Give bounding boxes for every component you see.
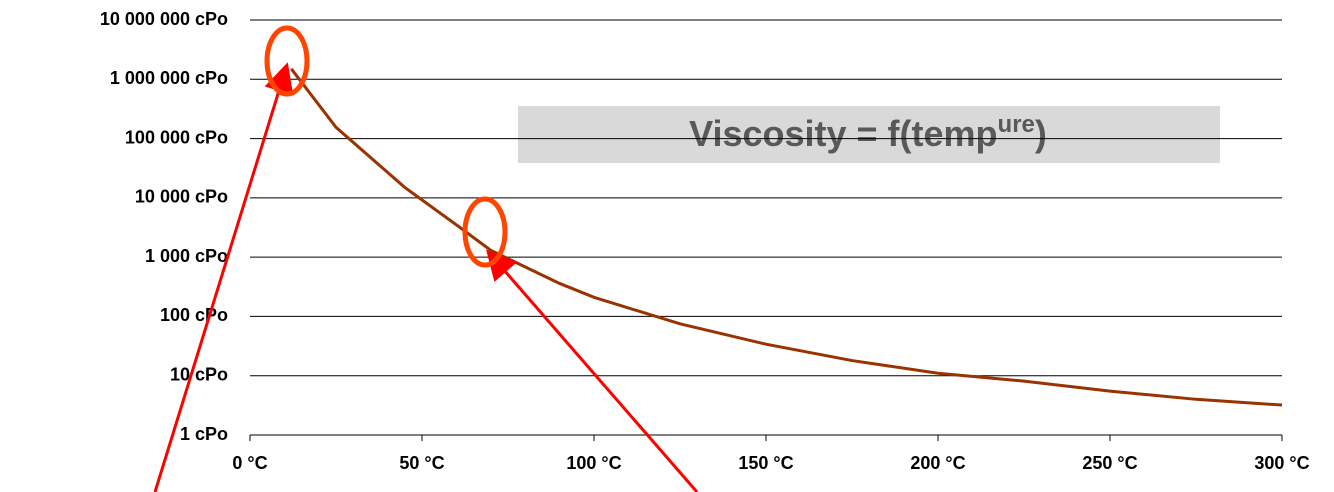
- y-tick-label: 10 000 cPo: [135, 187, 228, 207]
- y-tick-label: 1 000 000 cPo: [110, 68, 228, 88]
- y-tick-label: 1 cPo: [180, 424, 228, 444]
- highlight-circle: [264, 25, 310, 97]
- x-tick-label: 200 °C: [910, 453, 965, 473]
- y-tick-label: 100 000 cPo: [125, 127, 228, 147]
- title-end: ): [1035, 113, 1047, 154]
- title-main: Viscosity = f(temp: [689, 113, 997, 154]
- data-line: [290, 67, 1283, 407]
- x-tick-label: 150 °C: [738, 453, 793, 473]
- y-tick-label: 1 000 cPo: [145, 246, 228, 266]
- x-tick-label: 50 °C: [399, 453, 444, 473]
- arrow: [486, 249, 699, 492]
- y-tick-label: 10 000 000 cPo: [100, 9, 228, 29]
- y-tick-label: 10 cPo: [170, 364, 228, 384]
- chart-title: Viscosity = f(tempure): [689, 111, 1047, 153]
- x-tick-label: 250 °C: [1082, 453, 1137, 473]
- x-tick-label: 300 °C: [1254, 453, 1309, 473]
- title-sup: ure: [998, 111, 1035, 138]
- highlight-circle: [462, 196, 508, 268]
- arrow: [153, 62, 294, 492]
- y-tick-label: 100 cPo: [160, 305, 228, 325]
- plot: 1 cPo 10 cPo 100 cPo 1 000 cPo 10 000 cPo 100…: [100, 9, 1310, 473]
- title-box: [518, 106, 1220, 163]
- x-tick-label: 0 °C: [232, 453, 267, 473]
- annotations: [153, 25, 699, 492]
- x-tick-label: 100 °C: [566, 453, 621, 473]
